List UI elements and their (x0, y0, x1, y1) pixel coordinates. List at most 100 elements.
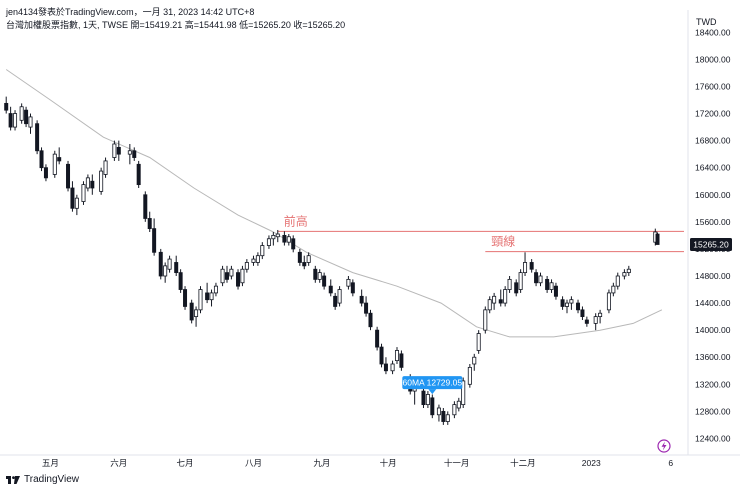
candle-body (28, 116, 33, 128)
candle-body (364, 302, 369, 314)
candle-body (255, 255, 260, 263)
candle-body (302, 262, 307, 267)
ma-label-pointer (428, 389, 437, 395)
x-tick-label: 6 (668, 458, 673, 468)
candle-body (379, 346, 384, 365)
candle-body (383, 363, 388, 372)
y-tick-label: 14000.00 (695, 325, 731, 335)
candle-body (611, 285, 616, 294)
candle-body (375, 329, 380, 348)
candle-body (24, 109, 29, 125)
candle-body (472, 356, 477, 365)
candle-body (622, 272, 627, 277)
candle-body (538, 275, 543, 284)
candle-body (534, 272, 539, 284)
tradingview-brand[interactable]: TradingView (6, 474, 79, 485)
candle-body (163, 265, 168, 277)
candle-body (606, 292, 611, 311)
candle-body (291, 238, 296, 250)
y-tick-label: 17200.00 (695, 109, 731, 119)
y-tick-label: 16400.00 (695, 163, 731, 173)
candle-body (183, 289, 188, 307)
candle-body (136, 163, 141, 186)
candle-body (236, 272, 241, 287)
x-tick-label: 十一月 (444, 458, 470, 468)
last-price-box (690, 238, 732, 252)
candle-body (103, 160, 108, 175)
candle-body (306, 255, 311, 263)
candle-body (564, 302, 569, 307)
candle-body (598, 312, 603, 318)
candle-body (456, 400, 461, 409)
candle-body (52, 153, 57, 175)
candle-body (178, 272, 183, 290)
x-tick-label: 十月 (380, 458, 397, 468)
x-tick-label: 2023 (582, 458, 601, 468)
lightning-icon[interactable] (657, 439, 671, 453)
candle-body (399, 353, 404, 368)
candle-body (244, 262, 249, 270)
currency-label: TWD (696, 17, 717, 27)
candle-body (13, 113, 18, 128)
x-tick-label: 六月 (110, 458, 127, 468)
candle-body (8, 113, 13, 128)
y-tick-label: 13600.00 (695, 352, 731, 362)
candle-body (116, 146, 121, 155)
candle-body (35, 123, 40, 152)
y-tick-label: 16800.00 (695, 136, 731, 146)
candle-body (337, 289, 342, 304)
candle-body (205, 292, 210, 301)
candle-body (213, 285, 218, 294)
candle-body (626, 268, 631, 274)
candle-body (655, 233, 660, 245)
candle-body (615, 275, 620, 287)
candle-body (266, 238, 271, 246)
y-tick-label: 18000.00 (695, 54, 731, 64)
candle-body (507, 278, 512, 290)
candle-body (483, 309, 488, 331)
symbol-info: 台灣加權股票指數, 1天, TWSE 開=15419.21 高=15441.98… (6, 20, 346, 30)
candle-body (158, 251, 163, 277)
candle-body (152, 228, 157, 253)
candle-body (368, 312, 373, 328)
candle-body (580, 309, 585, 318)
prior-high-label: 前高 (284, 213, 308, 228)
candle-body (317, 272, 322, 280)
candle-body (346, 278, 351, 287)
candle-body (359, 295, 364, 304)
candle-body (545, 278, 550, 290)
candle-body (441, 410, 446, 422)
ma-label-box (402, 376, 463, 390)
tradingview-logo-icon (6, 475, 20, 484)
candle-body (66, 163, 71, 189)
candle-body (147, 218, 152, 230)
candle-body (518, 272, 523, 290)
candle-body (240, 268, 245, 284)
candle-body (394, 350, 399, 362)
y-tick-label: 16000.00 (695, 190, 731, 200)
candle-body (487, 299, 492, 311)
neckline-label: 頸線 (491, 234, 515, 249)
candle-body (189, 302, 194, 321)
candle-body (523, 262, 528, 274)
last-price-label: 15265.20 (693, 240, 729, 250)
candle-body (282, 234, 287, 243)
candle-body (322, 275, 327, 287)
candle-body (286, 236, 291, 243)
y-tick-label: 14400.00 (695, 298, 731, 308)
candle-body (467, 366, 472, 385)
candle-body (436, 407, 441, 416)
candle-body (224, 272, 229, 280)
candle-body (390, 363, 395, 372)
candle-body (127, 150, 132, 155)
candles-layer (4, 96, 660, 425)
candle-body (569, 299, 574, 304)
candle-body (576, 302, 581, 311)
x-tick-label: 九月 (313, 458, 330, 468)
watermark-text: jen4134發表於TradingView.com，一月 31, 2023 14… (6, 7, 255, 17)
candle-body (112, 143, 117, 158)
candle-body (229, 268, 234, 277)
